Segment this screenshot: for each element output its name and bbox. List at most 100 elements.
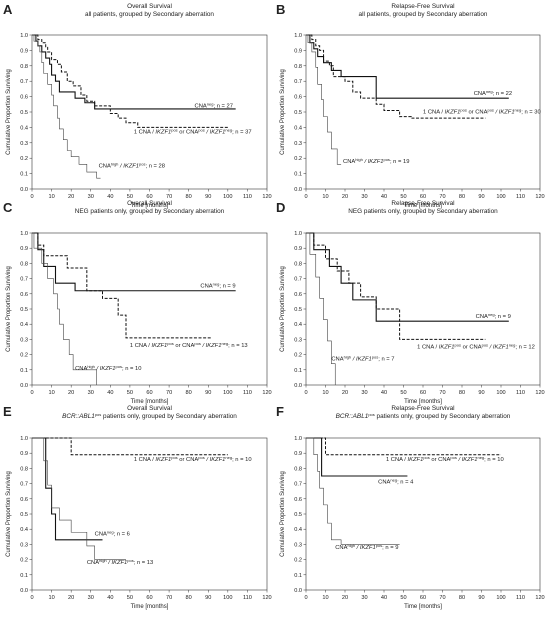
km-curve-thin — [306, 232, 336, 385]
curve-label: CNAneg; n = 9 — [476, 312, 511, 321]
curve-label: 1 CNA / IKZF1pos or CNApos / IKZF1neg; n… — [423, 107, 541, 116]
x-tick-label: 110 — [516, 595, 525, 601]
chart-title: Overall Survival — [127, 405, 172, 412]
y-tick-label: 0.1 — [20, 172, 28, 178]
km-curve-solid — [306, 34, 509, 99]
x-tick-label: 10 — [322, 595, 328, 601]
x-tick-label: 110 — [243, 194, 252, 200]
x-tick-label: 90 — [205, 390, 211, 396]
x-tick-label: 70 — [166, 390, 172, 396]
y-tick-label: 0.4 — [294, 527, 302, 533]
y-tick-label: 0.4 — [294, 125, 302, 131]
x-tick-label: 110 — [516, 390, 525, 396]
y-tick-label: 0.2 — [20, 353, 28, 359]
y-axis-label: Cumulative Proportion Surviving — [280, 266, 286, 352]
y-tick-label: 0.0 — [294, 588, 302, 594]
km-curve-solid — [32, 232, 236, 292]
y-tick-label: 0.1 — [20, 573, 28, 579]
x-tick-label: 50 — [400, 595, 406, 601]
x-tick-label: 100 — [223, 194, 232, 200]
x-tick-label: 20 — [342, 390, 348, 396]
y-tick-label: 0.4 — [20, 322, 28, 328]
x-axis-label: Time [months] — [131, 399, 169, 405]
x-tick-label: 30 — [88, 595, 94, 601]
x-tick-label: 120 — [535, 595, 544, 601]
x-tick-label: 80 — [186, 194, 192, 200]
curve-label: CNAhigh / IKZF1pos; n = 10 — [75, 363, 141, 372]
y-tick-label: 1.0 — [20, 231, 28, 237]
x-tick-label: 70 — [166, 194, 172, 200]
x-tick-label: 80 — [459, 595, 465, 601]
y-axis-label: Cumulative Proportion Surviving — [6, 266, 12, 352]
x-tick-label: 0 — [30, 390, 33, 396]
x-tick-label: 110 — [243, 595, 252, 601]
x-axis-label: Time [months] — [131, 604, 169, 610]
x-axis-label: Time [months] — [404, 203, 442, 209]
y-tick-label: 0.5 — [294, 512, 302, 518]
x-tick-label: 110 — [243, 390, 252, 396]
x-tick-label: 60 — [420, 390, 426, 396]
x-tick-label: 40 — [107, 194, 113, 200]
curve-label: 1 CNA / IKZF1pos or CNApos / IKZF1neg; n… — [134, 454, 252, 463]
y-tick-label: 0.9 — [20, 246, 28, 252]
curve-label: CNAhigh / IKZF1pos; n = 13 — [87, 558, 153, 567]
x-tick-label: 70 — [166, 595, 172, 601]
y-tick-label: 0.0 — [20, 187, 28, 193]
km-curve-dashed — [306, 437, 501, 456]
y-tick-label: 0.4 — [20, 125, 28, 131]
x-tick-label: 10 — [48, 595, 54, 601]
y-tick-label: 0.3 — [294, 141, 302, 147]
x-tick-label: 90 — [205, 595, 211, 601]
curve-label: CNAneg; n = 6 — [95, 529, 130, 538]
x-tick-label: 60 — [420, 595, 426, 601]
y-tick-label: 0.8 — [294, 466, 302, 472]
chart-title: Overall Survival — [127, 200, 172, 207]
chart-subtitle: BCR::ABL1pos patients only, grouped by S… — [336, 412, 511, 421]
y-tick-label: 1.0 — [294, 231, 302, 237]
x-tick-label: 60 — [146, 595, 152, 601]
y-tick-label: 0.4 — [294, 322, 302, 328]
curve-label: CNAneg; n = 22 — [474, 89, 512, 98]
x-tick-label: 50 — [400, 390, 406, 396]
y-tick-label: 0.9 — [20, 48, 28, 54]
km-curve-dashed — [32, 232, 213, 339]
y-tick-label: 0.7 — [294, 482, 302, 488]
km-curve-thin — [306, 437, 400, 545]
x-tick-label: 100 — [223, 390, 232, 396]
y-tick-label: 0.3 — [294, 337, 302, 343]
x-tick-label: 40 — [107, 595, 113, 601]
x-tick-label: 90 — [478, 595, 484, 601]
y-tick-label: 0.1 — [294, 172, 302, 178]
y-tick-label: 0.0 — [20, 383, 28, 389]
x-tick-label: 0 — [30, 194, 33, 200]
x-tick-label: 70 — [439, 595, 445, 601]
y-tick-label: 0.6 — [20, 292, 28, 298]
y-tick-label: 0.8 — [294, 261, 302, 267]
y-tick-label: 0.7 — [20, 277, 28, 283]
y-tick-label: 1.0 — [20, 436, 28, 442]
x-tick-label: 120 — [262, 595, 271, 601]
x-tick-label: 40 — [381, 390, 387, 396]
km-curve-thin — [32, 437, 126, 560]
x-tick-label: 40 — [381, 595, 387, 601]
chart-subtitle: all patients, grouped by Secondary aberr… — [85, 11, 214, 18]
x-tick-label: 20 — [342, 595, 348, 601]
x-tick-label: 40 — [381, 194, 387, 200]
y-tick-label: 0.0 — [294, 383, 302, 389]
y-tick-label: 0.3 — [20, 337, 28, 343]
panel-letter: B — [276, 2, 285, 17]
y-tick-label: 0.7 — [20, 79, 28, 85]
km-curve-thin — [306, 34, 342, 165]
curve-label: 1 CNA / IKZF1pos or CNApos / IKZF1neg; n… — [417, 342, 535, 351]
y-tick-label: 0.8 — [20, 64, 28, 70]
curve-label: 1 CNA / IKZF1pos or CNApos / IKZF1neg; n… — [386, 454, 504, 463]
x-tick-label: 60 — [146, 194, 152, 200]
x-axis-label: Time [months] — [404, 604, 442, 610]
x-tick-label: 10 — [48, 390, 54, 396]
x-tick-label: 120 — [262, 194, 271, 200]
y-tick-label: 0.9 — [294, 246, 302, 252]
x-tick-label: 80 — [459, 194, 465, 200]
y-tick-label: 0.2 — [20, 156, 28, 162]
